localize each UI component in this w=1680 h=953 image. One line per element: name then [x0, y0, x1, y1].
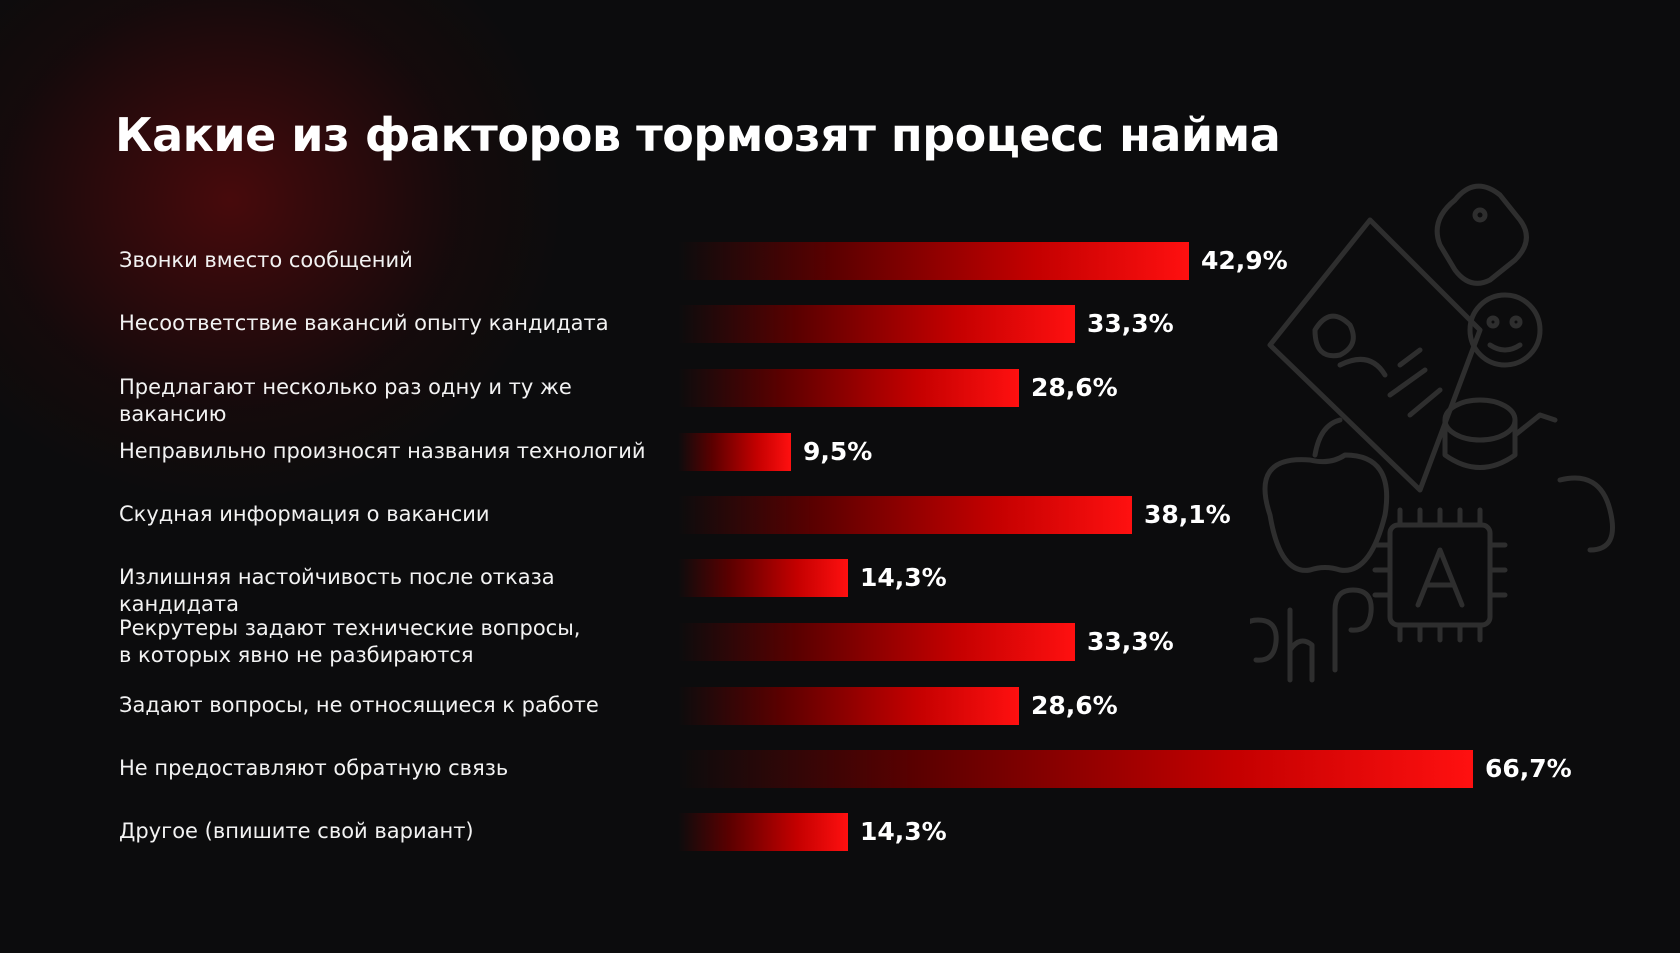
bar — [678, 559, 848, 597]
category-label: Несоответствие вакансий опыту кандидата — [119, 311, 609, 335]
category-label: Другое (впишите свой вариант) — [119, 819, 474, 843]
data-label: 28,6% — [1031, 373, 1118, 402]
php-logo-icon — [1250, 587, 1374, 683]
bar — [678, 369, 1019, 407]
data-label: 9,5% — [803, 437, 873, 466]
category-label: Рекрутеры задают технические вопросы, в … — [119, 616, 581, 667]
category-label: Не предоставляют обратную связь — [119, 756, 509, 780]
data-label: 33,3% — [1087, 627, 1174, 656]
data-label: 28,6% — [1031, 691, 1118, 720]
category-label: Звонки вместо сообщений — [119, 248, 413, 272]
data-label: 14,3% — [860, 563, 947, 592]
background-doodles — [1250, 183, 1615, 683]
bar — [678, 623, 1075, 661]
data-label: 66,7% — [1485, 754, 1572, 783]
category-label: Задают вопросы, не относящиеся к работе — [119, 693, 599, 717]
category-label: Скудная информация о вакансии — [119, 502, 490, 526]
apple-icon — [1262, 417, 1390, 573]
bar — [678, 750, 1473, 788]
bar — [678, 242, 1189, 280]
bar — [678, 305, 1075, 343]
squiggle-icon — [1557, 475, 1615, 553]
page-title: Какие из факторов тормозят процесс найма — [115, 108, 1281, 162]
category-label: Излишняя настойчивость после отказа канд… — [119, 565, 555, 616]
data-label: 14,3% — [860, 817, 947, 846]
bar — [678, 687, 1019, 725]
emoji-face-icon — [1467, 292, 1543, 368]
job-document-icon — [1267, 217, 1483, 493]
bar — [678, 433, 791, 471]
category-label: Неправильно произносят названия технолог… — [119, 439, 646, 463]
data-label: 38,1% — [1144, 500, 1231, 529]
bar — [678, 496, 1132, 534]
data-label: 42,9% — [1201, 246, 1288, 275]
python-icon — [1434, 183, 1529, 286]
database-icon — [1442, 397, 1558, 470]
bar — [678, 813, 848, 851]
category-label: Предлагают несколько раз одну и ту же ва… — [119, 375, 572, 426]
data-label: 33,3% — [1087, 309, 1174, 338]
ai-chip-icon — [1372, 507, 1508, 643]
